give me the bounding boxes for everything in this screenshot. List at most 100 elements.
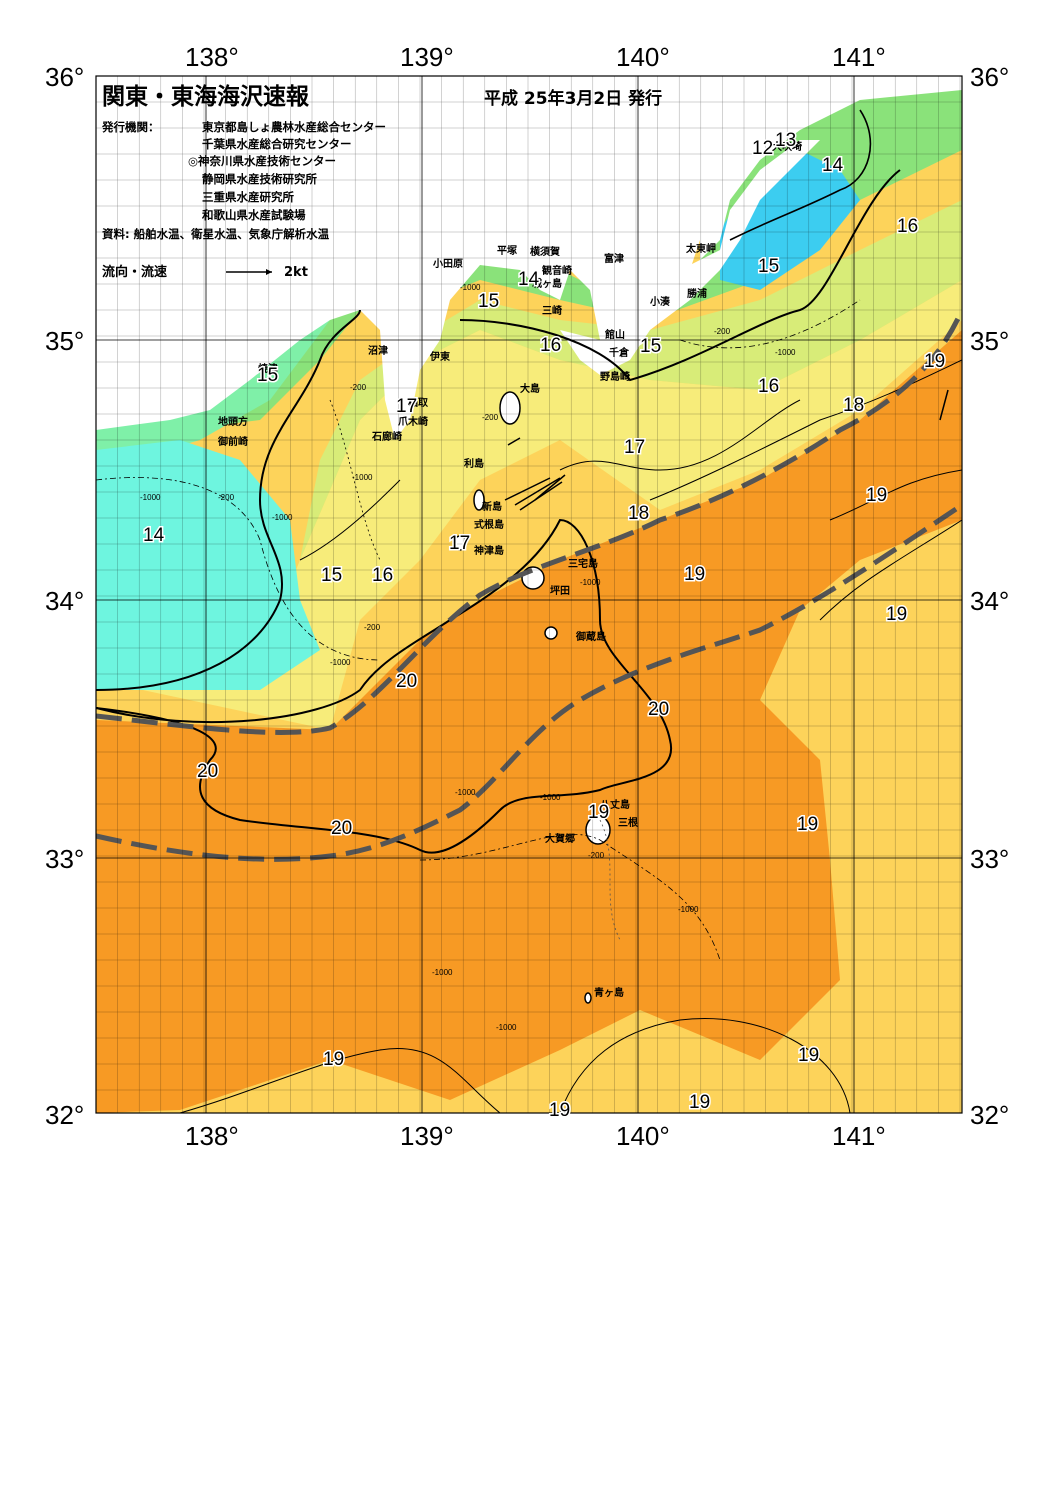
temp-label: 19 (323, 1049, 344, 1070)
map-frame (95, 75, 963, 1114)
temp-label: 15 (321, 565, 342, 586)
transition-water (96, 280, 962, 730)
temp-label: 16 (897, 216, 918, 237)
depth-contour-1000-west (96, 477, 381, 661)
isotherm-20 (96, 518, 673, 854)
temp-label: 20 (648, 699, 669, 720)
isotherm-15-east (459, 169, 901, 382)
place-yaizu: 焼津 (258, 362, 278, 375)
lon-label-top-138: 138° (185, 42, 239, 72)
temp-label: 17 (396, 396, 417, 417)
depth-label: -1000 (540, 793, 561, 802)
place-toshima: 利島 (464, 457, 484, 470)
depth-label: -200 (588, 851, 605, 860)
place-chikura: 千倉 (609, 346, 630, 359)
depth-label: -200 (714, 327, 731, 336)
depth-label: -1000 (455, 788, 476, 797)
place-taitomisaki: 太東岬 (685, 242, 716, 255)
temp-label: 16 (758, 376, 779, 397)
temp-label: 19 (588, 802, 609, 823)
place-yokosuka: 横須賀 (530, 245, 560, 258)
place-kominato: 小湊 (649, 295, 671, 308)
kuroshio-axis-south (96, 502, 962, 862)
temp-label: 19 (924, 351, 945, 372)
temp-label: 20 (197, 761, 218, 782)
aogashima-island (584, 992, 592, 1004)
lat-label-right-35: 35° (970, 326, 1009, 356)
lat-label-left-34: 34° (45, 586, 84, 616)
place-tateyama: 館山 (604, 328, 625, 341)
isotherm-14 (729, 109, 872, 241)
oshima-island (499, 391, 521, 425)
temp-label: 15 (257, 365, 278, 386)
kozushima-island (453, 535, 467, 551)
temperature-labels: 12 13 14 14 15 15 15 15 16 16 16 16 17 1… (142, 129, 947, 1123)
publisher-4: 静岡県水産技術研究所 (202, 172, 317, 186)
mikurajima-island (544, 626, 558, 640)
depth-label: -200 (364, 623, 381, 632)
publisher-6: 和歌山県水産試験場 (202, 208, 306, 222)
lon-label-bottom-139: 139° (400, 1121, 454, 1151)
place-ito: 伊東 (429, 350, 450, 363)
temp-label: 14 (518, 269, 540, 290)
isotherm-19-south (559, 1018, 851, 1113)
publishers-label: 発行機関： (101, 120, 160, 134)
lat-label-right-32: 32° (970, 1100, 1009, 1130)
depth-label: -200 (350, 383, 367, 392)
lon-label-top-139: 139° (400, 42, 454, 72)
lat-label-right-33: 33° (970, 844, 1009, 874)
depth-label: -1000 (330, 658, 351, 667)
lat-label-right-36: 36° (970, 62, 1009, 92)
legend-label: 流向・流速 (102, 264, 167, 280)
publisher-5: 三重県水産研究所 (202, 190, 294, 204)
lat-label-left-35: 35° (45, 326, 84, 356)
depth-label: -200 (482, 413, 499, 422)
isotherm-19-northeast (829, 469, 962, 521)
lon-label-bottom-138: 138° (185, 1121, 239, 1151)
temp-label: 16 (372, 565, 393, 586)
place-okago: 大賀郷 (545, 832, 575, 845)
temp-label: 15 (758, 256, 779, 277)
publisher-1: 東京都島しょ農林水産総合センター (202, 120, 386, 134)
temp-label: 14 (822, 155, 844, 176)
temp-label: 18 (843, 395, 864, 416)
sea-surface-layer (96, 76, 962, 1113)
lat-label-left-32: 32° (45, 1100, 84, 1130)
lat-label-left-36: 36° (45, 62, 84, 92)
place-miyakejima: 三宅島 (568, 557, 598, 570)
yellowgreen-water (300, 200, 962, 560)
depth-label: -1000 (496, 1023, 517, 1032)
publisher-2: 千葉県水産総合研究センター (202, 137, 352, 151)
place-odawara: 小田原 (432, 257, 463, 270)
depth-label: -1000 (352, 473, 373, 482)
place-nojimazaki: 野島崎 (600, 370, 630, 383)
place-aogashima: 青ヶ島 (594, 986, 624, 999)
lat-label-left-33: 33° (45, 844, 84, 874)
place-shikinejima: 式根島 (474, 518, 504, 531)
place-inatori: 稲取 (408, 396, 429, 409)
depth-label: -1000 (272, 513, 293, 522)
temp-label: 19 (689, 1092, 710, 1113)
temp-label: 19 (797, 814, 818, 835)
temp-label: 19 (886, 604, 907, 625)
temp-label: 19 (684, 564, 705, 585)
data-sources: 資料: 船舶水温、衛星水温、気象庁解析水温 (102, 227, 330, 241)
kuroshio-axis-north (96, 308, 962, 735)
temp-label: 15 (640, 336, 661, 357)
depth-labels: -200 -200 -1000 -1000 -1000 -200 -1000 -… (140, 283, 796, 1032)
place-hiratsuka: 平塚 (497, 244, 517, 257)
lat-label-right-34: 34° (970, 586, 1009, 616)
depth-label: -1000 (580, 578, 601, 587)
place-oshima: 大島 (520, 382, 540, 395)
minor-grid (96, 76, 962, 1113)
depth-contour-1000-south (419, 834, 721, 961)
temp-label: 17 (624, 437, 645, 458)
isotherm-19-southwest (179, 1048, 501, 1113)
temp-label: 14 (143, 525, 165, 546)
place-kannonzaki: 観音崎 (542, 264, 572, 277)
temp-label: 12 (752, 138, 773, 159)
temp-label: 20 (396, 671, 417, 692)
place-niijima: 新島 (482, 500, 502, 513)
isotherm-15-west (96, 309, 361, 691)
